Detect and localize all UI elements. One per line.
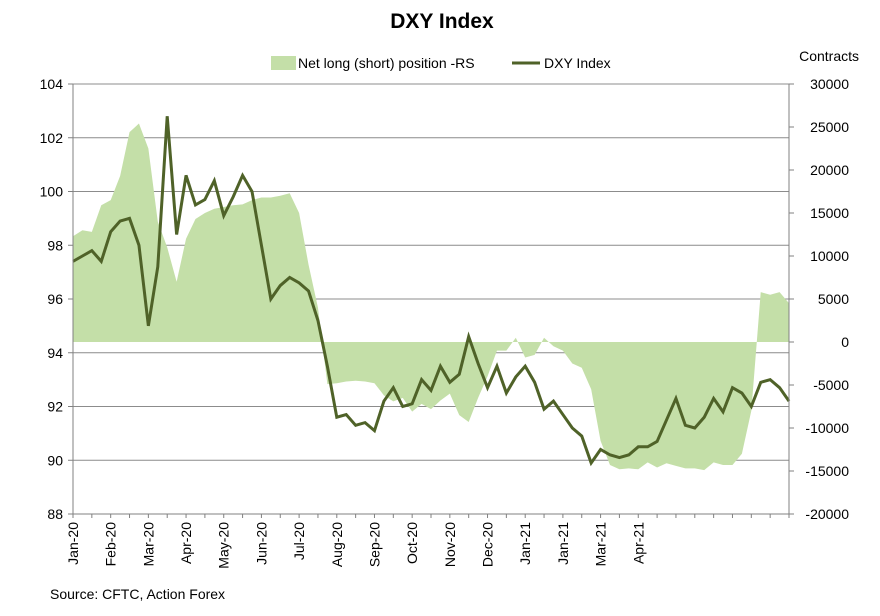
x-tick-label: May-20 (216, 522, 232, 569)
x-tick-label: Oct-20 (404, 522, 420, 564)
left-tick-label: 100 (40, 184, 64, 200)
right-tick-label: 15000 (810, 205, 849, 221)
right-tick-label: 10000 (810, 248, 849, 264)
right-tick-label: 30000 (810, 76, 849, 92)
x-tick-label: Jul-20 (291, 522, 307, 560)
left-tick-label: 98 (47, 237, 63, 253)
x-tick-label: Dec-20 (480, 522, 496, 567)
left-axis-labels: 88 90 92 94 96 98 100 102 104 (40, 76, 73, 522)
chart-title: DXY Index (390, 10, 494, 33)
right-tick-label: 25000 (810, 119, 849, 135)
x-tick-label: Jan-21 (555, 522, 571, 565)
left-tick-label: 102 (40, 130, 64, 146)
left-tick-label: 104 (40, 76, 64, 92)
left-tick-label: 88 (47, 506, 63, 522)
right-tick-label: 0 (841, 334, 849, 350)
right-tick-label: -5000 (813, 377, 849, 393)
right-tick-label: 5000 (818, 291, 849, 307)
right-axis-title: Contracts (799, 48, 859, 64)
x-tick-label: Jan-20 (65, 522, 81, 565)
net-position-area (73, 123, 789, 471)
legend: Net long (short) position -RS DXY Index (271, 55, 611, 71)
legend-area-swatch (271, 56, 296, 70)
x-tick-label: Jan-21 (517, 522, 533, 565)
x-tick-label: Sep-20 (366, 522, 382, 567)
left-tick-label: 90 (47, 452, 63, 468)
legend-area-label: Net long (short) position -RS (298, 55, 475, 71)
x-tick-label: Mar-21 (593, 522, 609, 567)
dxy-index-line (72, 116, 791, 467)
x-tick-label: Feb-20 (103, 522, 119, 567)
right-tick-label: 20000 (810, 162, 849, 178)
x-tick-label: Apr-21 (630, 522, 646, 564)
x-tick-label: Jun-20 (253, 522, 269, 565)
source-note: Source: CFTC, Action Forex (50, 586, 225, 602)
x-axis-labels: Jan-20 Feb-20 Mar-20 Apr-20 May-20 Jun-20 Jul-… (65, 514, 790, 569)
net-position-area-layer (73, 123, 789, 471)
left-tick-label: 94 (47, 345, 63, 361)
right-tick-label: -15000 (805, 463, 849, 479)
x-tick-label: Nov-20 (442, 522, 458, 567)
left-tick-label: 96 (47, 291, 63, 307)
x-tick-label: Mar-20 (140, 522, 156, 567)
right-tick-label: -20000 (805, 506, 849, 522)
x-tick-label: Apr-20 (178, 522, 194, 564)
left-tick-label: 92 (47, 399, 63, 415)
dxy-line-layer (72, 116, 791, 467)
right-axis-labels: -20000 -15000 -10000 -5000 0 5000 10000 15000 20… (789, 76, 849, 522)
legend-line-label: DXY Index (544, 55, 611, 71)
right-tick-label: -10000 (805, 420, 849, 436)
x-tick-label: Aug-20 (329, 522, 345, 567)
